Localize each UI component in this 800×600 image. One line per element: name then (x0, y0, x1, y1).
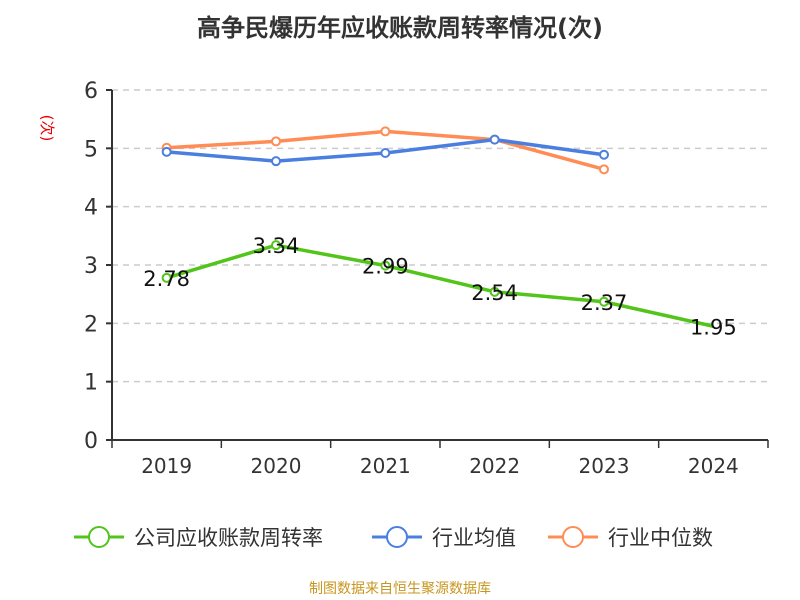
y-tick-label: 3 (84, 254, 98, 279)
data-point (161, 146, 172, 157)
x-tick-label: 2021 (360, 454, 411, 478)
chart-title: 高争民爆历年应收账款周转率情况(次) (197, 14, 603, 42)
data-point (271, 240, 281, 251)
series-line (166, 243, 714, 328)
legend-label: 公司应收账款周转率 (134, 526, 323, 550)
data-point (599, 164, 609, 175)
legend-marker-icon (386, 526, 408, 548)
y-tick-label: 2 (84, 312, 98, 337)
legend-item: 行业中位数 (548, 526, 713, 550)
data-point (271, 156, 281, 167)
y-axis-label: (次) (38, 115, 56, 142)
y-tick-label: 4 (84, 196, 98, 221)
series-1 (161, 134, 609, 167)
source-note: 制图数据来自恒生聚源数据库 (309, 581, 491, 597)
y-tick-label: 6 (84, 79, 98, 104)
legend-item: 行业均值 (372, 526, 516, 550)
x-tick-label: 2023 (579, 454, 630, 478)
y-tick-label: 0 (84, 429, 98, 454)
y-tick-label: 5 (84, 137, 98, 162)
data-point (161, 272, 172, 283)
data-point (380, 126, 391, 137)
data-label: 2.99 (362, 255, 409, 279)
data-label: 2.37 (581, 291, 628, 315)
data-point (599, 149, 609, 160)
series-0: 2.78 3.34 2.99 2.54 2.37 1.95 (143, 234, 736, 339)
x-tick-label: 2019 (141, 454, 192, 478)
legend-marker-icon (88, 526, 110, 548)
data-label: 2.78 (143, 267, 190, 291)
data-point (489, 134, 500, 145)
x-tick-label: 2020 (251, 454, 302, 478)
legend-item: 公司应收账款周转率 (74, 526, 323, 550)
legend-label: 行业中位数 (608, 526, 713, 550)
data-point (489, 286, 500, 297)
data-point (271, 136, 281, 147)
legend-marker-icon (562, 526, 584, 548)
data-point (380, 148, 391, 158)
x-tick-label: 2024 (688, 454, 739, 478)
data-point (599, 296, 609, 307)
x-tick-label: 2022 (469, 454, 520, 478)
data-label: 1.95 (690, 315, 737, 339)
data-label: 3.34 (253, 234, 300, 258)
y-tick-label: 1 (84, 371, 98, 396)
data-point (380, 260, 391, 271)
data-label: 2.54 (471, 281, 518, 305)
legend-label: 行业均值 (432, 526, 516, 550)
